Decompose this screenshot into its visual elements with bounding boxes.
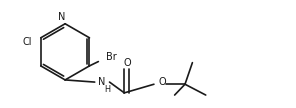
Text: H: H [104, 85, 110, 94]
Text: Cl: Cl [23, 37, 32, 47]
Text: Br: Br [106, 52, 117, 62]
Text: N: N [58, 12, 65, 22]
Text: O: O [123, 58, 131, 68]
Text: N: N [99, 77, 106, 87]
Text: O: O [158, 77, 166, 87]
